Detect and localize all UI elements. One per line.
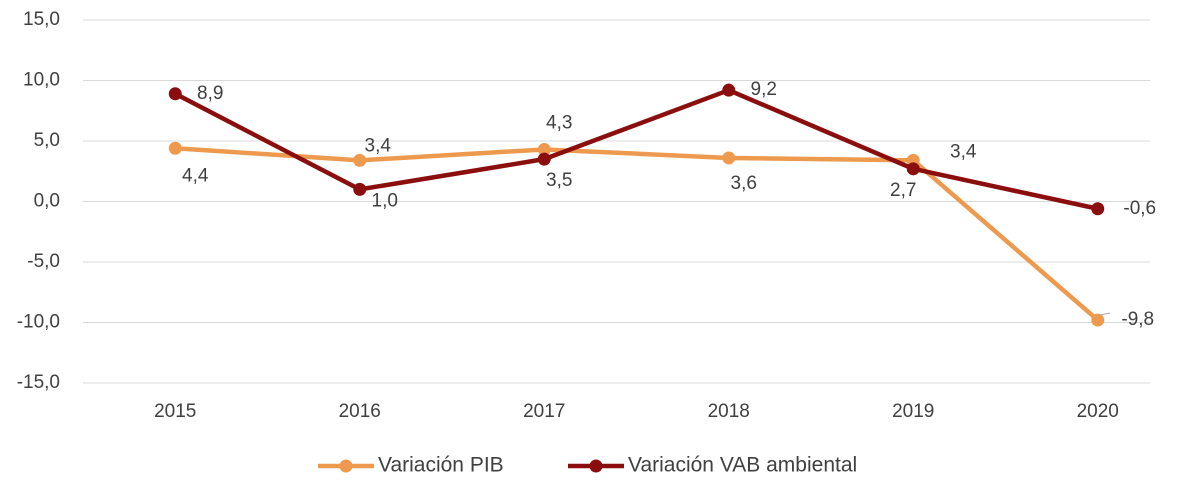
data-label: 4,3: [546, 112, 572, 133]
marker: [168, 141, 182, 155]
legend-marker: [589, 459, 603, 473]
data-label: 8,9: [197, 83, 223, 104]
marker: [168, 87, 182, 101]
data-label: -9,8: [1121, 309, 1154, 330]
x-tick-label: 2016: [339, 401, 381, 422]
legend-label: Variación VAB ambiental: [628, 454, 857, 477]
data-label: -0,6: [1123, 198, 1156, 219]
y-tick-label: -5,0: [27, 251, 60, 272]
x-tick-label: 2015: [154, 401, 196, 422]
marker: [1091, 313, 1105, 327]
data-label: 1,0: [372, 190, 398, 211]
x-tick-label: 2020: [1077, 401, 1119, 422]
x-tick-label: 2018: [708, 401, 750, 422]
x-tick-label: 2019: [892, 401, 934, 422]
marker: [906, 162, 920, 176]
y-tick-label: 15,0: [23, 9, 60, 30]
marker: [722, 83, 736, 97]
data-label: 3,5: [546, 170, 572, 191]
y-tick-label: -10,0: [17, 312, 60, 333]
marker: [537, 152, 551, 166]
y-tick-label: 0,0: [34, 191, 60, 212]
marker: [353, 182, 367, 196]
data-label: 9,2: [751, 79, 777, 100]
marker: [1091, 202, 1105, 216]
y-tick-label: 10,0: [23, 70, 60, 91]
data-label: 4,4: [182, 165, 209, 186]
data-label: 3,4: [365, 135, 392, 156]
data-label: 2,7: [890, 180, 916, 201]
legend-label: Variación PIB: [378, 454, 504, 477]
data-label: 3,6: [731, 173, 757, 194]
legend-marker: [339, 459, 353, 473]
marker: [722, 151, 736, 165]
leader-line: [1099, 312, 1111, 316]
marker: [537, 142, 551, 156]
x-tick-label: 2017: [523, 401, 565, 422]
series-line: [175, 146, 1100, 322]
series-line: [174, 87, 1099, 211]
y-tick-label: -15,0: [17, 372, 60, 393]
y-tick-label: 5,0: [34, 130, 60, 151]
data-label: 3,4: [950, 141, 977, 162]
marker: [353, 153, 367, 167]
